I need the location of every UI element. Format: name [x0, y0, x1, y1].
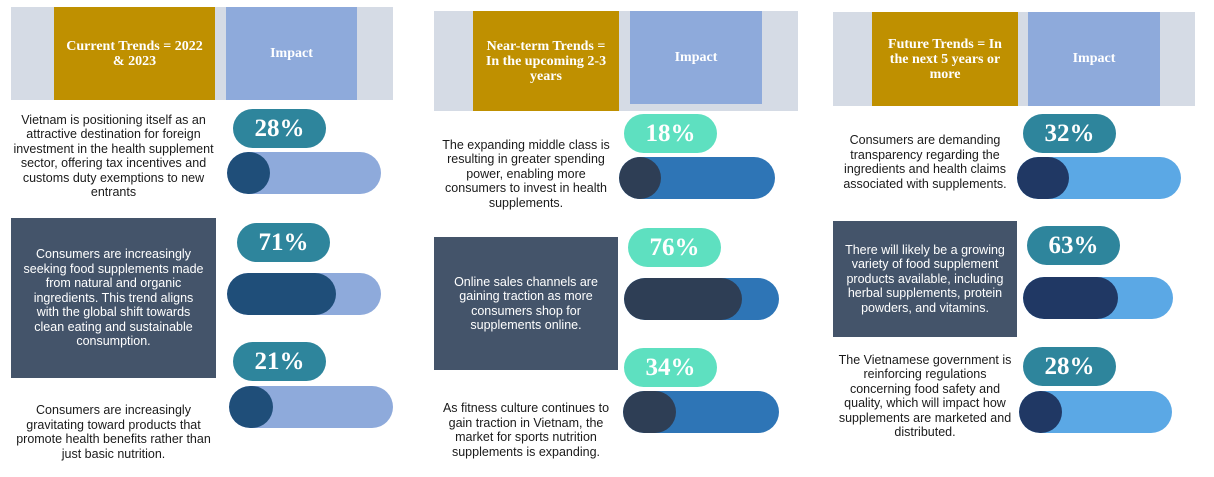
col2-trend-1-percent: 18% [624, 114, 717, 153]
col3-trend-2-bar-fill [1023, 277, 1118, 319]
col3-trend-1-bar-fill [1017, 157, 1070, 199]
col3-trend-3-percent: 28% [1023, 347, 1116, 386]
col2-trend-3-percent: 34% [624, 348, 717, 387]
col2-header-title: Near-term Trends = In the upcoming 2-3 y… [473, 11, 619, 111]
col2-trend-1-text: The expanding middle class is resulting … [442, 137, 610, 210]
col3-trend-3-bar-fill [1019, 391, 1062, 433]
col2-trend-1-bar [619, 157, 775, 199]
col1-trend-1-bar [227, 152, 381, 194]
col2-trend-3-bar-fill [623, 391, 677, 433]
col2-trend-3-bar [623, 391, 779, 433]
col1-trend-1-text: Vietnam is positioning itself as an attr… [13, 112, 214, 200]
col3-trend-2-bar [1023, 277, 1173, 319]
col1-trend-3-text: Consumers are increasingly gravitating t… [16, 403, 211, 461]
col2-trend-1-bar-fill [619, 157, 662, 199]
col1-trend-3-percent: 21% [233, 342, 326, 381]
col1-trend-2-text: Consumers are increasingly seeking food … [11, 218, 216, 378]
col2-trend-3-text: As fitness culture continues to gain tra… [442, 401, 610, 459]
col1-trend-1-bar-fill [227, 152, 271, 194]
col1-trend-2-percent: 71% [237, 223, 330, 262]
col1-impact-header: Impact [226, 7, 357, 100]
col3-trend-1-percent: 32% [1023, 114, 1116, 153]
col2-trend-2-bar-fill [624, 278, 742, 320]
col3-trend-2-percent: 63% [1027, 226, 1120, 265]
col1-header-title: Current Trends = 2022 & 2023 [54, 7, 215, 100]
col1-trend-3-bar-fill [229, 386, 274, 428]
col3-impact-header: Impact [1028, 12, 1160, 106]
col3-trend-3-text: The Vietnamese government is reinforcing… [838, 352, 1012, 440]
col3-header-title: Future Trends = In the next 5 years or m… [872, 12, 1018, 106]
col1-trend-3-bar [229, 386, 393, 428]
col1-trend-2-bar [227, 273, 381, 315]
col2-impact-header: Impact [630, 11, 762, 104]
col3-trend-1-text: Consumers are demanding transparency reg… [843, 133, 1007, 191]
col1-trend-2-bar-fill [227, 273, 337, 315]
col2-trend-2-percent: 76% [628, 228, 721, 267]
col3-trend-1-bar [1017, 157, 1181, 199]
col1-trend-1-percent: 28% [233, 109, 326, 148]
col3-trend-3-bar [1019, 391, 1172, 433]
col2-trend-2-text: Online sales channels are gaining tracti… [434, 237, 618, 370]
col3-trend-2-text: There will likely be a growing variety o… [833, 221, 1017, 337]
col2-trend-2-bar [624, 278, 779, 320]
